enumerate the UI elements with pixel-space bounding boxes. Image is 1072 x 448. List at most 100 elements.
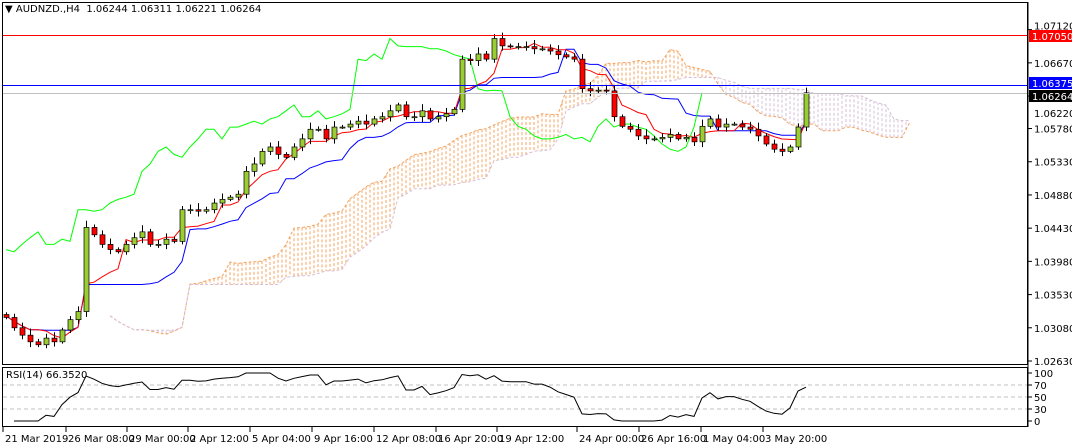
ichimoku-cloud	[145, 49, 907, 335]
bull-candle	[459, 58, 466, 110]
close-value: 1.06264	[220, 4, 262, 15]
time-tick-label: 26 Apr 16:00	[641, 434, 706, 445]
open-value: 1.06244	[86, 4, 128, 15]
bear-candle	[275, 146, 282, 155]
rsi-line	[14, 372, 807, 422]
rsi-axis-label: 100	[1034, 369, 1053, 380]
bull-candle	[355, 120, 362, 125]
time-tick-label: 26 Mar 08:00	[68, 434, 135, 445]
bear-candle	[11, 317, 18, 329]
bull-candle	[379, 116, 386, 120]
price-tick-label: 1.06670	[1034, 59, 1072, 70]
bull-candle	[131, 237, 138, 245]
price-tick-label: 1.05330	[1034, 158, 1072, 169]
bull-candle	[731, 123, 738, 126]
bull-candle	[331, 126, 338, 140]
price-marker-badge	[1029, 30, 1072, 42]
bull-candle	[435, 116, 442, 120]
bull-candle	[83, 227, 90, 312]
bull-candle	[723, 123, 730, 128]
bull-candle	[683, 137, 690, 140]
bear-candle	[99, 234, 106, 245]
main-chart-frame	[2, 2, 1028, 365]
price-marker-label: 1.06375	[1032, 79, 1072, 90]
bull-candle	[187, 209, 194, 212]
bear-candle	[555, 50, 562, 56]
bull-candle	[787, 146, 794, 152]
bull-candle	[595, 89, 602, 92]
bear-candle	[195, 209, 202, 212]
bear-candle	[403, 104, 410, 118]
bull-candle	[203, 209, 210, 212]
bull-candle	[667, 134, 674, 138]
bear-candle	[691, 137, 698, 143]
price-tick-label: 1.05780	[1034, 125, 1072, 136]
bear-candle	[611, 90, 618, 118]
bull-candle	[59, 329, 66, 343]
bull-candle	[251, 163, 258, 172]
bull-candle	[163, 238, 170, 245]
bear-candle	[587, 88, 594, 92]
price-tick-label: 1.06220	[1034, 109, 1072, 120]
bull-candle	[515, 46, 522, 48]
bear-candle	[563, 54, 570, 58]
bull-candle	[419, 110, 426, 118]
price-axis: 1.07120 1.06670 1.06220 1.05780 1.05330 1.048…	[1027, 2, 1072, 427]
time-tick-label: 9 Apr 16:00	[314, 434, 373, 445]
bull-candle	[395, 104, 402, 112]
high-value: 1.06311	[130, 4, 173, 15]
low-value: 1.06221	[175, 4, 217, 15]
bull-candle	[475, 53, 482, 61]
bear-candle	[763, 135, 770, 145]
bull-candle	[179, 209, 186, 242]
bull-candle	[123, 244, 130, 253]
bear-candle	[115, 249, 122, 253]
bull-candle	[523, 46, 530, 48]
bull-candle	[803, 92, 810, 128]
bull-candle	[211, 202, 218, 211]
time-tick-label: 1 May 04:00	[703, 434, 765, 445]
symbol-label: AUDNZD.,H4	[15, 4, 81, 15]
bull-candle	[243, 170, 250, 195]
price-tick-label: 1.04880	[1034, 191, 1072, 202]
price-tick-label: 1.02630	[1034, 357, 1072, 368]
price-tick-label: 1.03980	[1034, 257, 1072, 268]
bear-candle	[571, 56, 578, 60]
bear-candle	[19, 327, 26, 336]
rsi-axis-label: 70	[1034, 381, 1047, 392]
bear-candle	[3, 314, 10, 318]
bear-candle	[283, 154, 290, 158]
bear-candle	[483, 53, 490, 60]
bull-candle	[339, 126, 346, 129]
bull-candle	[539, 48, 546, 51]
kijun-sen-line	[5, 48, 807, 331]
time-tick-label: 5 Apr 04:00	[252, 434, 311, 445]
price-tick-label: 1.07120	[1034, 22, 1072, 33]
bear-candle	[755, 128, 762, 137]
bull-candle	[259, 151, 266, 165]
chikou-span-line	[5, 37, 703, 253]
price-tick-label: 1.03080	[1034, 324, 1072, 335]
bear-candle	[507, 45, 514, 48]
bear-candle	[27, 334, 34, 343]
bull-candle	[347, 123, 354, 128]
bull-candle	[795, 126, 802, 148]
triangle-down-icon[interactable]: ▼	[5, 4, 16, 15]
time-tick-label: 19 Apr 12:00	[499, 434, 564, 445]
bear-candle	[171, 238, 178, 242]
bull-candle	[451, 108, 458, 115]
bear-candle	[779, 148, 786, 152]
price-marker-badge	[1029, 77, 1072, 89]
bear-candle	[547, 48, 554, 52]
bear-candle	[579, 58, 586, 90]
bear-candle	[619, 116, 626, 127]
bull-candle	[299, 138, 306, 148]
bear-candle	[499, 38, 506, 47]
bear-candle	[107, 244, 114, 250]
bull-candle	[235, 193, 242, 198]
bear-candle	[147, 231, 154, 245]
bull-candle	[43, 337, 50, 346]
